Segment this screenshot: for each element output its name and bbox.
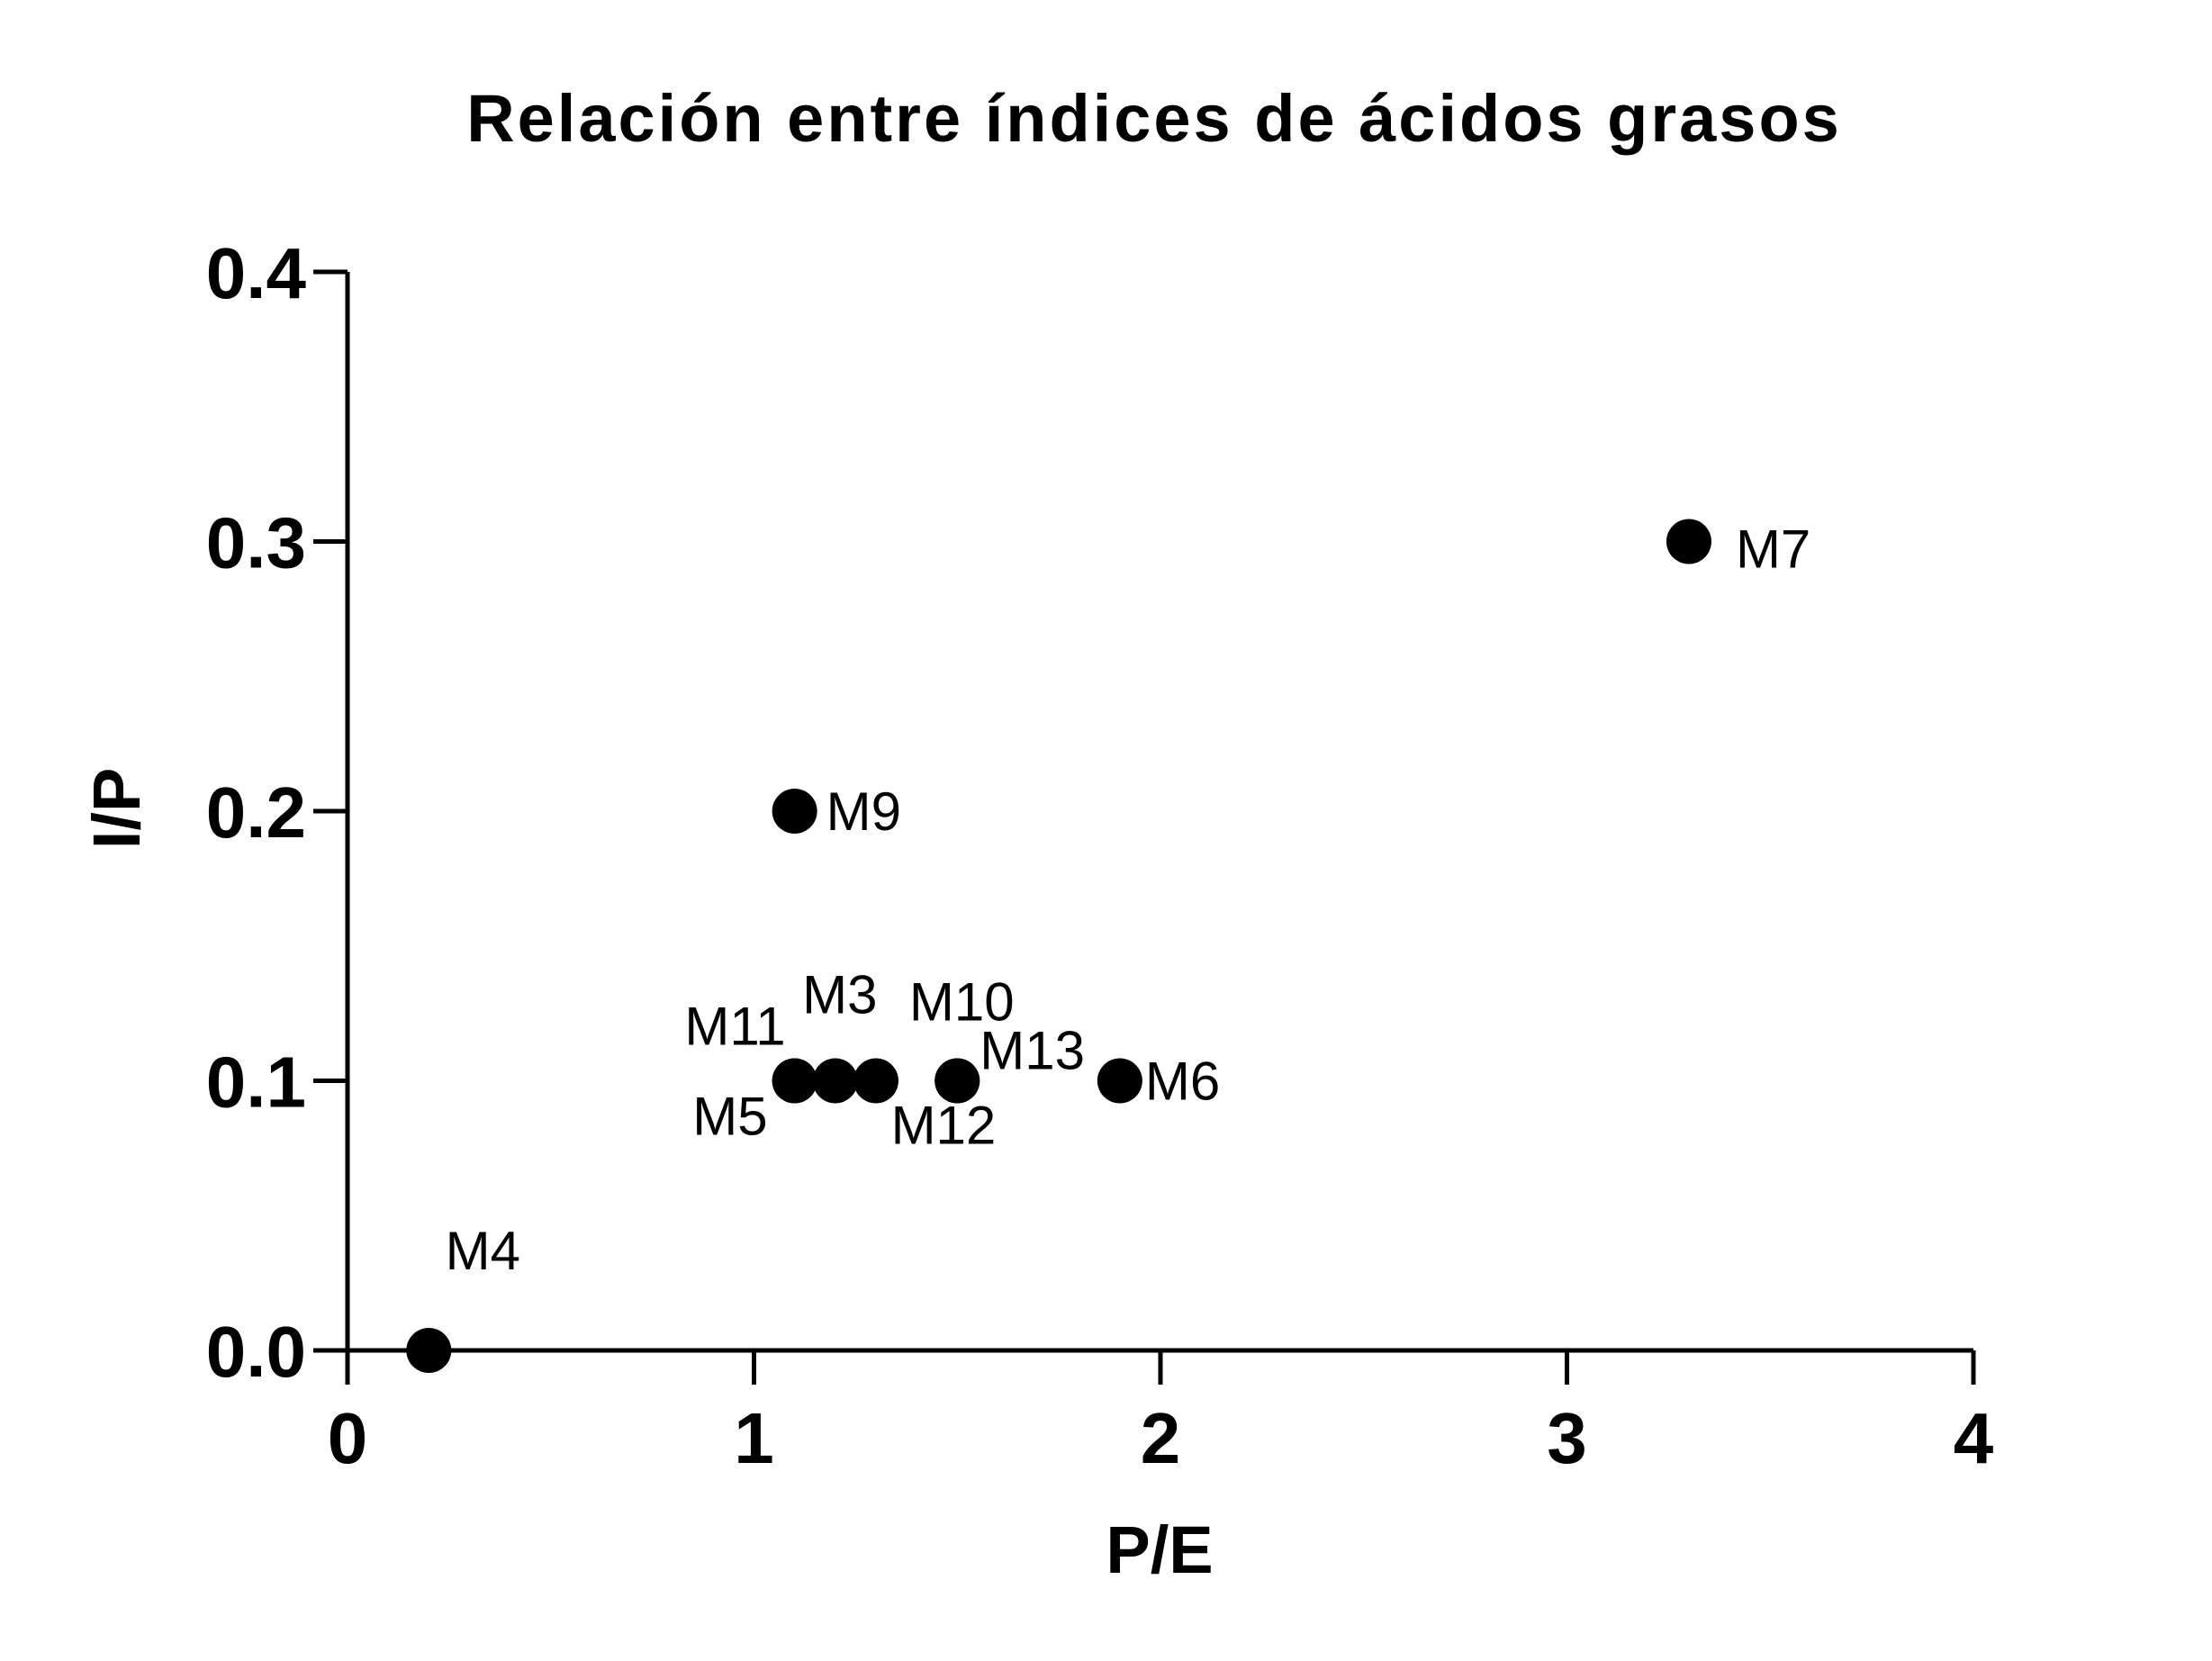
y-tick-label: 0.1 bbox=[206, 1043, 306, 1123]
x-tick-label: 3 bbox=[1547, 1398, 1587, 1478]
point-label-m12: M12 bbox=[891, 1096, 997, 1156]
point-label-m13: M13 bbox=[980, 1021, 1085, 1081]
point-label-m4: M4 bbox=[446, 1221, 520, 1281]
data-point-m7 bbox=[1666, 519, 1711, 564]
point-label-m5: M5 bbox=[692, 1087, 767, 1147]
data-point-m4 bbox=[406, 1328, 452, 1373]
data-point-m12 bbox=[853, 1058, 898, 1104]
point-label-m6: M6 bbox=[1145, 1052, 1220, 1112]
point-label-m10: M10 bbox=[909, 972, 1015, 1033]
data-point-m3 bbox=[812, 1058, 858, 1104]
point-label-m3: M3 bbox=[802, 965, 877, 1025]
data-points bbox=[406, 519, 1711, 1373]
point-label-m7: M7 bbox=[1736, 519, 1810, 580]
data-point-m6 bbox=[1097, 1058, 1142, 1104]
y-axis-label: I/P bbox=[79, 768, 154, 849]
chart-title: Relación entre índices de ácidos grasos bbox=[466, 81, 1842, 156]
y-tick-label: 0.0 bbox=[206, 1312, 306, 1392]
point-label-m9: M9 bbox=[826, 781, 901, 842]
ticks: 0 1 2 3 4 0.0 0.1 0.2 0.3 0.4 bbox=[206, 233, 1994, 1478]
y-tick-label: 0.4 bbox=[206, 233, 307, 313]
x-axis-label: P/E bbox=[1106, 1512, 1213, 1587]
x-tick-label: 2 bbox=[1141, 1398, 1181, 1478]
x-tick-label: 4 bbox=[1954, 1398, 1994, 1478]
x-tick-label: 0 bbox=[328, 1398, 368, 1478]
y-tick-label: 0.3 bbox=[206, 503, 306, 583]
y-tick-label: 0.2 bbox=[206, 772, 306, 853]
data-point-m13 bbox=[934, 1058, 980, 1104]
axes bbox=[345, 272, 1973, 1353]
x-tick-label: 1 bbox=[734, 1398, 774, 1478]
point-label-m11: M11 bbox=[684, 997, 785, 1057]
data-point-m11 bbox=[772, 1058, 817, 1104]
data-point-m9 bbox=[772, 789, 817, 834]
